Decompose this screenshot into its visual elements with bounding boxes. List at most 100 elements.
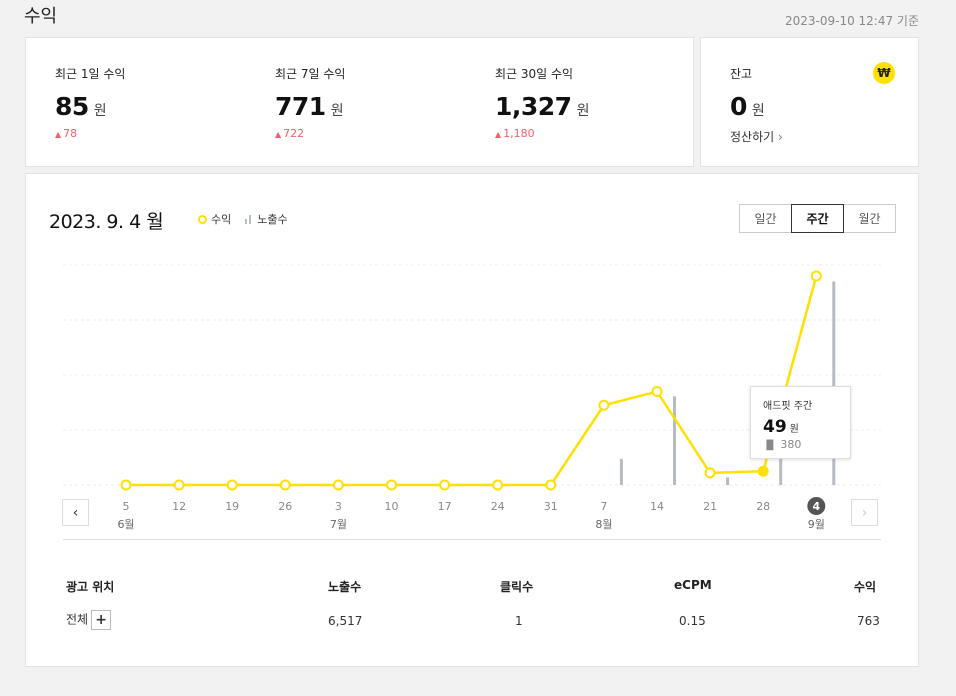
revenue-point bbox=[757, 465, 769, 477]
stat-value: 1,327 bbox=[495, 92, 572, 121]
x-month-label: 8월 bbox=[595, 518, 612, 531]
stat-value: 771 bbox=[275, 92, 326, 121]
page-title: 수익 bbox=[24, 6, 58, 27]
revenue-point bbox=[545, 479, 557, 491]
revenue-point bbox=[439, 479, 451, 491]
revenue-point bbox=[386, 479, 397, 491]
impression-bar bbox=[779, 458, 783, 485]
balance-label: 잔고 bbox=[730, 67, 753, 81]
balance-unit: 원 bbox=[751, 103, 765, 119]
up-triangle-icon: ▲ bbox=[495, 130, 502, 139]
settle-link[interactable]: 정산하기 › bbox=[730, 130, 783, 144]
impression-bar bbox=[832, 281, 836, 485]
x-tick-label: 28 bbox=[756, 500, 770, 513]
x-tick-label: 31 bbox=[544, 500, 558, 513]
revenue-summary-card: 최근 1일 수익 85 원 ▲ 78 최근 7일 수익 771 원 ▲ 722 최근 3… bbox=[25, 37, 694, 167]
chart-prev-button[interactable]: ‹ bbox=[62, 499, 89, 526]
x-tick-label: 12 bbox=[172, 500, 186, 513]
chart-tooltip: 애드핏 주간 49 원 ▐▌ 380 bbox=[750, 386, 851, 459]
period-daily-button[interactable]: 일간 bbox=[739, 204, 792, 233]
stat-7-day: 최근 7일 수익 771 원 ▲ 722 bbox=[275, 65, 345, 140]
x-tick-label: 26 bbox=[278, 500, 292, 513]
impression-bar bbox=[673, 396, 676, 485]
table-divider bbox=[63, 539, 881, 540]
revenue-point bbox=[810, 270, 822, 282]
revenue-point bbox=[492, 479, 504, 491]
revenue-point bbox=[226, 479, 238, 491]
impression-bar bbox=[726, 477, 730, 485]
tooltip-unit: 원 bbox=[789, 424, 799, 435]
period-monthly-button[interactable]: 월간 bbox=[843, 204, 896, 233]
revenue-point bbox=[173, 479, 185, 491]
expand-plus-button[interactable]: + bbox=[91, 610, 112, 630]
x-tick-label: 24 bbox=[491, 500, 505, 513]
x-tick-label: 7 bbox=[600, 500, 607, 513]
tooltip-value: 49 bbox=[763, 417, 787, 437]
stat-unit: 원 bbox=[576, 103, 590, 119]
stat-change: ▲ 722 bbox=[275, 127, 305, 140]
x-tick-label: 5 bbox=[123, 500, 130, 513]
as-of-timestamp: 2023-09-10 12:47 기준 bbox=[784, 14, 919, 28]
revenue-legend-icon bbox=[198, 214, 207, 224]
x-tick-label: 21 bbox=[703, 500, 717, 513]
stat-value: 85 bbox=[55, 92, 89, 121]
impression-bar bbox=[619, 458, 623, 485]
x-tick-label: 17 bbox=[438, 500, 452, 513]
table-cell-revenue: 763 bbox=[857, 614, 880, 628]
table-header-impressions: 노출수 bbox=[328, 580, 362, 594]
table-header-position: 광고 위치 bbox=[66, 580, 115, 594]
table-header-revenue: 수익 bbox=[854, 580, 877, 594]
revenue-point bbox=[704, 467, 716, 479]
x-month-label: 9월 bbox=[808, 518, 825, 531]
legend-impressions-label: 노출수 bbox=[257, 213, 288, 226]
table-row-position: 전체 + bbox=[66, 610, 112, 630]
revenue-point bbox=[120, 479, 132, 491]
won-icon: ₩ bbox=[873, 62, 895, 84]
chart-date-title: 2023. 9. 4 월 bbox=[49, 211, 164, 233]
selected-tick-marker bbox=[807, 497, 826, 515]
stat-label: 최근 7일 수익 bbox=[275, 67, 346, 81]
x-tick-label: 14 bbox=[650, 500, 664, 513]
period-weekly-button[interactable]: 주간 bbox=[791, 204, 844, 233]
stat-30-day: 최근 30일 수익 1,327 원 ▲ 1,180 bbox=[495, 65, 589, 140]
stat-change: ▲ 78 bbox=[55, 127, 78, 140]
x-tick-label: 4 bbox=[812, 500, 820, 513]
chart-card: 2023. 9. 4 월 수익 노출수 일간 주간 월간 5 12 19 26 3 10 1… bbox=[25, 173, 919, 667]
stat-1-day: 최근 1일 수익 85 원 ▲ 78 bbox=[55, 65, 125, 140]
stat-label: 최근 30일 수익 bbox=[495, 67, 574, 81]
revenue-line bbox=[126, 275, 818, 487]
chart-next-button[interactable]: › bbox=[851, 499, 878, 526]
table-header-clicks: 클릭수 bbox=[500, 580, 534, 594]
bar-chart-icon: ▐▌ bbox=[763, 441, 777, 451]
chevron-right-icon: › bbox=[778, 130, 783, 144]
legend-revenue-label: 수익 bbox=[211, 213, 232, 226]
x-month-label: 6월 bbox=[117, 518, 134, 531]
x-month-label: 7월 bbox=[330, 518, 347, 531]
x-tick-label: 10 bbox=[385, 500, 399, 513]
chevron-right-icon: › bbox=[861, 504, 868, 521]
table-cell-impressions: 6,517 bbox=[328, 614, 363, 628]
revenue-point bbox=[279, 479, 291, 491]
period-toggle: 일간 주간 월간 bbox=[739, 204, 896, 233]
stat-change: ▲ 1,180 bbox=[495, 127, 535, 140]
up-triangle-icon: ▲ bbox=[275, 130, 282, 139]
impressions-legend-icon bbox=[245, 214, 253, 224]
stat-unit: 원 bbox=[330, 103, 344, 119]
stat-unit: 원 bbox=[93, 103, 107, 119]
x-tick-label: 3 bbox=[335, 500, 342, 513]
revenue-chart: 5 12 19 26 3 10 17 24 31 7 14 21 28 4 6월 7월 8월 9월 bbox=[63, 264, 881, 531]
table-header-ecpm: eCPM bbox=[674, 578, 712, 592]
balance-value: 0 bbox=[730, 92, 747, 121]
up-triangle-icon: ▲ bbox=[55, 130, 62, 139]
tooltip-title: 애드핏 주간 bbox=[763, 401, 813, 412]
table-cell-ecpm: 0.15 bbox=[679, 614, 706, 628]
tooltip-impressions: ▐▌ 380 bbox=[763, 438, 802, 451]
revenue-point bbox=[598, 399, 610, 411]
x-tick-label: 19 bbox=[225, 500, 239, 513]
chevron-left-icon: ‹ bbox=[72, 504, 79, 521]
stat-label: 최근 1일 수익 bbox=[55, 67, 126, 81]
revenue-point bbox=[651, 386, 663, 397]
revenue-point bbox=[332, 479, 344, 491]
